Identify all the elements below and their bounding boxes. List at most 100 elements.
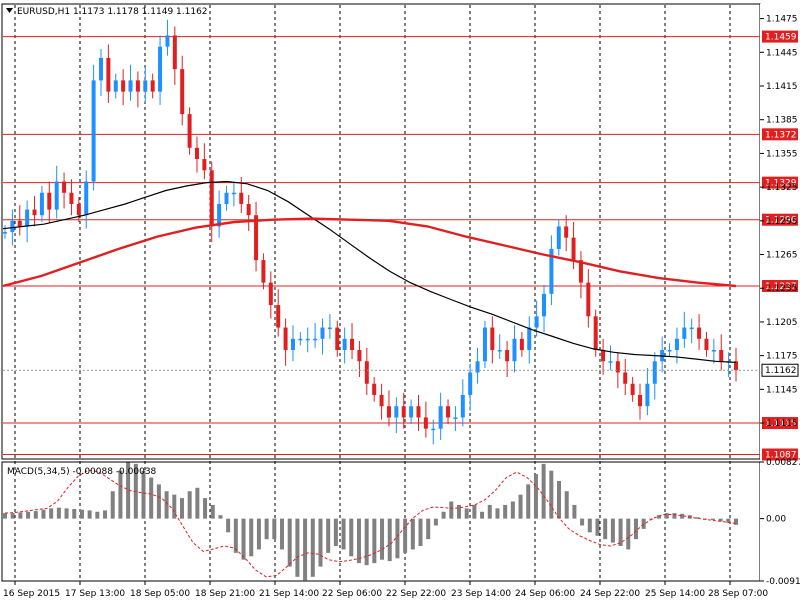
horizontal-levels: 1.1459 1.1372 1.1329 1.1296 1.1237 1.1115 1.10… — [3, 30, 798, 461]
macd-histogram-bar — [341, 518, 346, 550]
y-tick-label: 1.1295 — [766, 217, 798, 227]
candle-body — [3, 232, 7, 234]
macd-signal-line — [4, 469, 737, 578]
candle-body — [69, 192, 74, 204]
macd-histogram-bar — [310, 518, 315, 577]
macd-histogram-bar — [680, 513, 685, 519]
x-tick-label: 22 Sep 06:00 — [322, 589, 382, 599]
macd-histogram-bar — [164, 491, 169, 519]
candle-body — [556, 226, 561, 249]
macd-histogram-bar — [456, 504, 461, 519]
macd-histogram-bar — [87, 510, 92, 519]
y-tick-label: 1.1475 — [766, 15, 798, 25]
macd-histogram-bar — [464, 508, 469, 519]
candle-body — [682, 327, 687, 339]
candle-body — [519, 338, 524, 351]
macd-histogram-bar — [118, 470, 123, 519]
candle-body — [254, 215, 259, 261]
candlesticks — [3, 19, 738, 445]
macd-histogram-bar — [541, 463, 546, 519]
candle-body — [527, 327, 532, 351]
macd-histogram-bar — [564, 491, 569, 519]
macd-histogram-bar — [664, 513, 669, 519]
candle-body — [431, 428, 436, 431]
candle-body — [17, 220, 22, 227]
macd-histogram-bar — [672, 513, 677, 519]
macd-histogram-bar — [18, 512, 23, 519]
macd-histogram-bar — [318, 518, 323, 567]
level-label-box — [762, 417, 798, 430]
y-tick-label: 1.1445 — [766, 48, 798, 58]
candle-body — [276, 305, 281, 328]
candle-body — [468, 372, 473, 395]
macd-histogram-bar — [657, 515, 662, 519]
y-tick-label: 1.1205 — [766, 318, 798, 328]
candle-body — [98, 57, 103, 81]
macd-histogram-bar — [403, 518, 408, 553]
candle-body — [409, 406, 414, 418]
y-tick-label: 1.1325 — [766, 183, 798, 193]
macd-histogram-bar — [503, 504, 508, 519]
level-label-box — [762, 176, 798, 189]
candle-body — [261, 260, 266, 283]
candle-body — [350, 338, 355, 351]
candle-body — [364, 361, 369, 384]
macd-histogram-bar — [326, 518, 331, 553]
candle-body — [172, 35, 177, 70]
candle-body — [586, 282, 591, 317]
candle-body — [475, 361, 480, 373]
macd-histogram-bar — [256, 518, 261, 550]
moving-average-fast — [2, 180, 737, 363]
y-tick-label: 1.1235 — [766, 284, 798, 294]
macd-histogram-bar — [172, 494, 177, 519]
price-axis-area — [760, 4, 800, 582]
time-axis: 16 Sep 2015 17 Sep 13:00 18 Sep 05:00 18 Se… — [3, 581, 768, 599]
macd-histogram-bar — [364, 518, 369, 566]
macd-histogram-bar — [487, 504, 492, 519]
candle-body — [32, 209, 37, 216]
candle-body — [217, 203, 222, 227]
level-label: 1.1459 — [765, 33, 797, 43]
y-tick-label: 1.1175 — [766, 352, 798, 362]
candle-body — [401, 406, 406, 418]
macd-y-tick-label: 0.00827 — [766, 458, 800, 468]
candle-body — [165, 35, 170, 47]
x-tick-label: 18 Sep 05:00 — [130, 589, 190, 599]
candle-body — [630, 383, 635, 395]
x-tick-label: 28 Sep 07:00 — [708, 589, 768, 599]
macd-histogram-bar — [526, 484, 531, 519]
candle-body — [446, 406, 451, 418]
candle-body — [305, 338, 310, 341]
candle-body — [320, 327, 325, 339]
candle-body — [357, 350, 362, 362]
macd-histogram-bar — [418, 518, 423, 547]
candle-body — [194, 147, 199, 160]
candle-body — [719, 350, 724, 362]
price-panel-frame — [1, 3, 761, 460]
macd-histogram-bar — [426, 518, 431, 540]
macd-histogram-bar — [626, 518, 631, 550]
macd-histogram-bar — [195, 487, 200, 519]
candle-body — [505, 350, 510, 362]
candle-body — [209, 170, 214, 227]
macd-histogram-bar — [149, 477, 154, 519]
candle-body — [623, 372, 628, 384]
x-tick-label: 21 Sep 14:00 — [259, 589, 319, 599]
macd-histogram-bar — [64, 508, 69, 519]
candle-body — [187, 114, 192, 148]
macd-histogram-bar — [226, 518, 231, 533]
collapse-arrow-icon[interactable] — [6, 8, 13, 13]
macd-histogram-bar — [41, 509, 46, 519]
candle-body — [394, 406, 399, 418]
candle-body — [549, 248, 554, 294]
macd-histogram-bar — [49, 508, 54, 519]
macd-histogram-bar — [595, 518, 600, 536]
candle-body — [652, 361, 657, 384]
macd-histogram-bar — [387, 518, 392, 562]
macd-histogram-bar — [610, 518, 615, 543]
x-tick-label: 18 Sep 21:00 — [195, 589, 255, 599]
candle-body — [158, 46, 163, 92]
macd-histogram-bar — [726, 518, 731, 523]
